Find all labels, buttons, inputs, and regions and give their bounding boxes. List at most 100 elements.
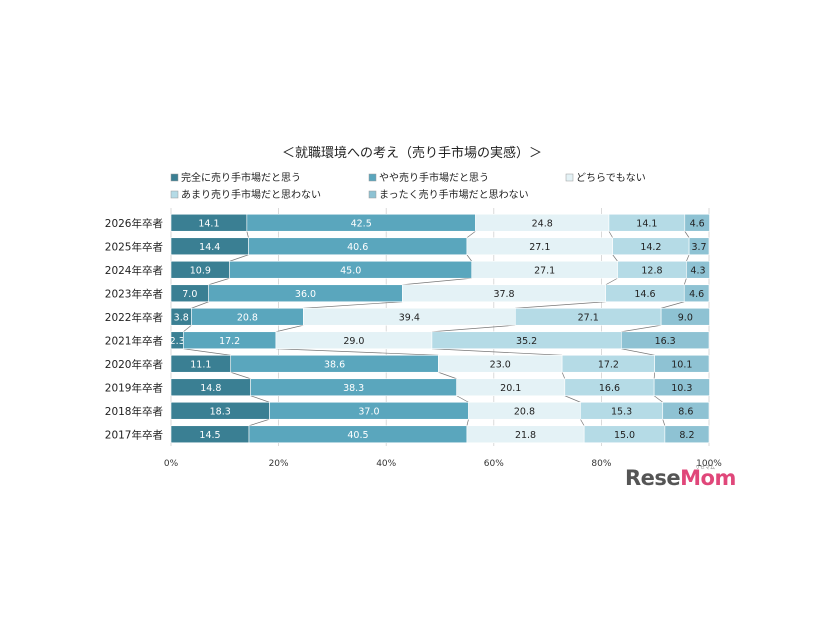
data-label: 17.2 bbox=[598, 359, 619, 370]
data-label: 17.2 bbox=[219, 336, 240, 347]
data-label: 4.6 bbox=[689, 289, 704, 300]
data-label: 40.6 bbox=[347, 242, 368, 253]
data-label: 27.1 bbox=[529, 242, 550, 253]
data-label: 20.8 bbox=[514, 406, 535, 417]
data-label: 14.4 bbox=[199, 242, 220, 253]
data-label: 16.3 bbox=[655, 336, 676, 347]
bar-segment bbox=[686, 260, 710, 279]
data-label: 24.8 bbox=[532, 218, 553, 229]
connector-line bbox=[456, 395, 469, 403]
category-label: 2024年卒者 bbox=[105, 264, 163, 277]
connector-line bbox=[661, 301, 685, 309]
bar-segment bbox=[660, 307, 710, 326]
category-label: 2025年卒者 bbox=[105, 240, 163, 253]
connector-line bbox=[402, 277, 472, 286]
data-label: 27.1 bbox=[578, 312, 599, 323]
x-tick-label: 100% bbox=[696, 459, 722, 469]
data-label: 38.3 bbox=[343, 383, 364, 394]
connector-line bbox=[246, 231, 249, 238]
connector-line bbox=[515, 301, 606, 309]
data-label: 42.5 bbox=[351, 218, 372, 229]
chart-title: ＜就職環境への考え（売り手市場の実感）＞ bbox=[282, 145, 542, 161]
data-label: 40.5 bbox=[347, 430, 368, 441]
data-label: 20.1 bbox=[500, 383, 521, 394]
data-label: 27.1 bbox=[534, 265, 555, 276]
legend-swatch bbox=[368, 173, 377, 182]
logo-subtext: リセマム bbox=[695, 465, 716, 471]
bar-segment bbox=[654, 354, 710, 373]
data-label: 36.0 bbox=[295, 289, 316, 300]
data-label: 23.0 bbox=[490, 359, 511, 370]
data-label: 10.1 bbox=[671, 359, 692, 370]
resemom-logo: ReseMom bbox=[625, 466, 736, 490]
connector-line bbox=[683, 278, 687, 285]
connector-line bbox=[684, 231, 690, 238]
data-label: 12.8 bbox=[641, 265, 662, 276]
connector-line bbox=[250, 395, 270, 403]
data-label: 4.6 bbox=[690, 218, 705, 229]
bar-segment bbox=[653, 378, 710, 397]
data-label: 21.8 bbox=[515, 430, 536, 441]
data-label: 38.6 bbox=[324, 359, 345, 370]
legend-label: 完全に売り手市場だと思う bbox=[181, 171, 301, 184]
connector-line bbox=[275, 348, 439, 356]
data-label: 16.6 bbox=[599, 383, 620, 394]
bar-segment bbox=[688, 237, 710, 256]
data-label: 35.2 bbox=[516, 336, 537, 347]
data-label: 3.7 bbox=[691, 242, 706, 253]
data-label: 14.5 bbox=[199, 430, 220, 441]
category-label: 2018年卒者 bbox=[105, 405, 163, 418]
connector-line bbox=[653, 395, 663, 403]
legend-label: やや売り手市場だと思う bbox=[379, 171, 489, 184]
logo-text-a: Rese bbox=[625, 466, 681, 490]
connector-line bbox=[662, 419, 666, 426]
connector-line bbox=[564, 395, 581, 403]
data-label: 11.1 bbox=[190, 359, 211, 370]
bar-segment bbox=[621, 331, 710, 350]
data-label: 39.4 bbox=[399, 312, 420, 323]
connector-line bbox=[653, 372, 656, 379]
data-label: 18.3 bbox=[210, 406, 231, 417]
bar-segment bbox=[683, 284, 710, 303]
connector-line bbox=[438, 371, 457, 380]
legend-label: まったく売り手市場だと思わない bbox=[379, 188, 529, 201]
category-labels: 2026年卒者 2025年卒者 2024年卒者 2023年卒者 2022年卒者 2021年… bbox=[105, 217, 163, 442]
category-label: 2022年卒者 bbox=[105, 311, 163, 324]
category-label: 2019年卒者 bbox=[105, 381, 163, 394]
x-tick-label: 0% bbox=[164, 459, 179, 469]
legend-swatch bbox=[565, 173, 574, 182]
connector-line bbox=[608, 231, 614, 238]
connector-line bbox=[248, 418, 270, 427]
data-label: 7.0 bbox=[182, 289, 197, 300]
legend-swatch bbox=[368, 190, 377, 199]
category-label: 2020年卒者 bbox=[105, 358, 163, 371]
connector-line bbox=[183, 324, 192, 333]
connector-line bbox=[230, 371, 251, 380]
data-label: 20.8 bbox=[237, 312, 258, 323]
connector-line bbox=[431, 324, 516, 333]
data-label: 10.3 bbox=[671, 383, 692, 394]
x-tick-labels: 0% 20% 40% 60% 80% 100% bbox=[164, 459, 722, 469]
x-tick-label: 60% bbox=[484, 459, 504, 469]
data-label: 2.3 bbox=[170, 336, 185, 347]
connector-line bbox=[686, 254, 690, 262]
data-label: 3.8 bbox=[174, 312, 189, 323]
connector-line bbox=[275, 324, 304, 333]
connector-line bbox=[466, 254, 473, 262]
data-label: 14.1 bbox=[198, 218, 219, 229]
data-label: 8.2 bbox=[679, 430, 694, 441]
legend-label: どちらでもない bbox=[576, 172, 646, 184]
connector-line bbox=[303, 301, 403, 309]
connector-line bbox=[208, 277, 230, 286]
data-label: 8.6 bbox=[678, 406, 693, 417]
data-label: 45.0 bbox=[340, 265, 361, 276]
connector-line bbox=[191, 301, 209, 309]
category-label: 2023年卒者 bbox=[105, 287, 163, 300]
data-label: 37.8 bbox=[493, 289, 514, 300]
logo-text-b: Mom bbox=[680, 466, 736, 490]
data-label: 9.0 bbox=[678, 312, 693, 323]
data-label: 29.0 bbox=[343, 336, 364, 347]
connector-line bbox=[612, 254, 618, 262]
data-label: 14.2 bbox=[640, 242, 661, 253]
data-label: 4.3 bbox=[690, 265, 705, 276]
